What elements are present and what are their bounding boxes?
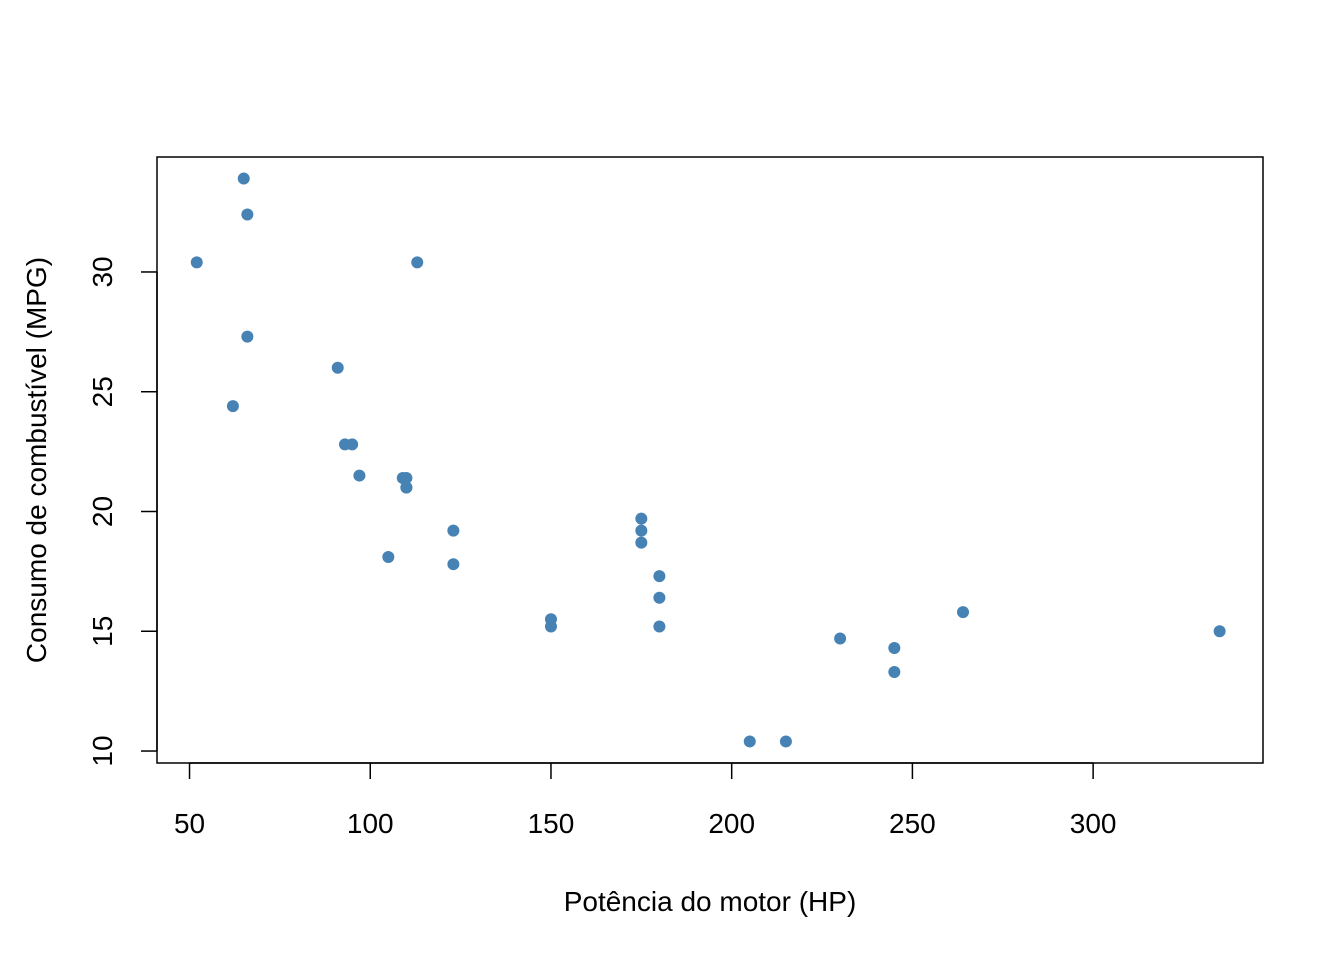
y-tick-label: 15 [87, 616, 118, 647]
data-point [635, 524, 648, 537]
x-tick-label: 50 [174, 808, 205, 839]
y-axis: 10 15 20 25 30 [87, 256, 158, 767]
x-axis: 50 100 150 200 250 300 [174, 762, 1117, 839]
data-point [957, 606, 970, 619]
data-point [353, 469, 366, 482]
data-point [382, 551, 395, 564]
x-tick-label: 300 [1070, 808, 1117, 839]
data-point [743, 735, 756, 748]
x-tick-label: 100 [347, 808, 394, 839]
data-point [779, 735, 792, 748]
data-point [635, 536, 648, 549]
data-point [400, 481, 413, 494]
data-point [396, 471, 409, 484]
data-point [447, 524, 460, 537]
data-point [544, 620, 557, 633]
data-point [653, 570, 666, 583]
x-tick-label: 150 [528, 808, 575, 839]
y-tick-label: 25 [87, 376, 118, 407]
data-point [447, 558, 460, 571]
data-point [241, 208, 254, 221]
x-axis-label: Potência do motor (HP) [564, 886, 857, 917]
y-tick-label: 10 [87, 735, 118, 766]
x-tick-label: 200 [708, 808, 755, 839]
y-tick-label: 20 [87, 496, 118, 527]
data-point [237, 172, 250, 185]
plot-frame [156, 156, 1264, 764]
data-point [241, 330, 254, 343]
data-point [653, 591, 666, 604]
y-tick-label: 30 [87, 256, 118, 287]
y-axis-label: Consumo de combustível (MPG) [21, 257, 52, 663]
data-point [346, 438, 359, 451]
data-points [190, 172, 1226, 748]
data-point [1213, 625, 1226, 638]
data-point [834, 632, 847, 645]
x-tick-label: 250 [889, 808, 936, 839]
data-point [190, 256, 203, 269]
data-point [888, 642, 901, 655]
data-point [635, 512, 648, 525]
data-point [653, 620, 666, 633]
data-point [888, 665, 901, 678]
data-point [411, 256, 424, 269]
data-point [331, 361, 344, 374]
data-point [226, 400, 239, 413]
